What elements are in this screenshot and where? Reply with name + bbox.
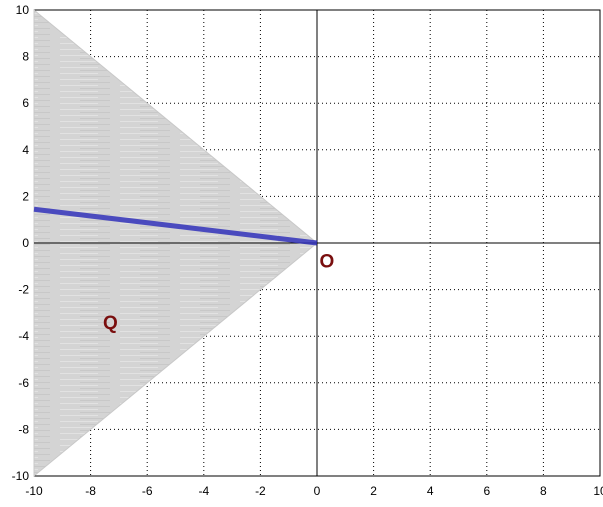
y-tick-label: -4 xyxy=(18,329,29,343)
x-tick-label: -6 xyxy=(142,484,153,498)
y-tick-label: 6 xyxy=(22,96,29,110)
y-tick-label: 8 xyxy=(22,50,29,64)
x-tick-label: -8 xyxy=(85,484,96,498)
y-tick-label: -6 xyxy=(18,376,29,390)
annotation-label: O xyxy=(320,251,335,272)
x-tick-label: -2 xyxy=(255,484,266,498)
y-tick-labels: 10 8 6 4 2 0 -2 -4 -6 -8 -10 xyxy=(12,3,30,483)
x-tick-labels: -10 -8 -6 -4 -2 0 2 4 6 8 10 xyxy=(25,484,603,498)
y-tick-label: 10 xyxy=(16,3,30,17)
y-tick-label: 2 xyxy=(22,189,29,203)
y-tick-label: -2 xyxy=(18,283,29,297)
x-tick-label: -4 xyxy=(198,484,209,498)
x-tick-label: 4 xyxy=(427,484,434,498)
y-tick-label: 0 xyxy=(22,236,29,250)
y-tick-label: -8 xyxy=(18,422,29,436)
x-tick-label: 0 xyxy=(314,484,321,498)
x-tick-label: 6 xyxy=(483,484,490,498)
x-tick-label: 10 xyxy=(593,484,603,498)
x-tick-label: -10 xyxy=(25,484,43,498)
annotations: OQ xyxy=(103,251,334,334)
ray-line xyxy=(33,206,318,246)
annotation-label: Q xyxy=(103,313,118,334)
y-tick-label: 4 xyxy=(22,143,29,157)
x-tick-label: 8 xyxy=(540,484,547,498)
y-tick-label: -10 xyxy=(12,469,30,483)
x-tick-label: 2 xyxy=(370,484,377,498)
